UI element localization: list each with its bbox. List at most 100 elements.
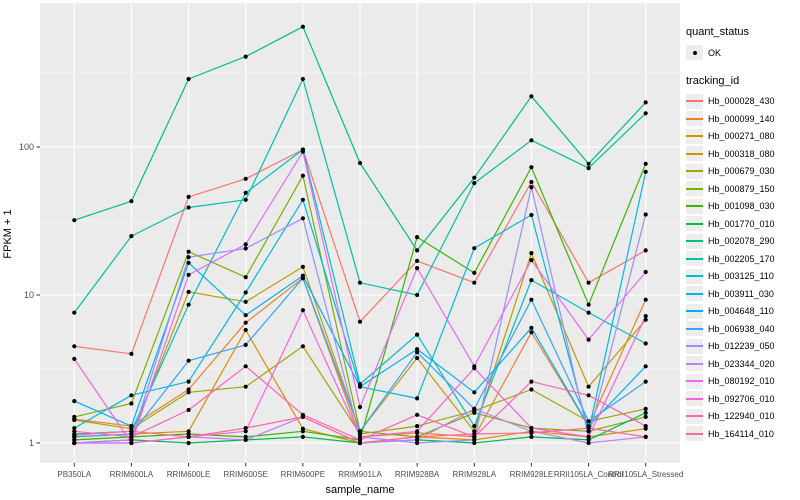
data-point xyxy=(243,342,248,347)
data-point xyxy=(472,246,477,251)
data-point xyxy=(357,384,363,389)
data-point xyxy=(357,434,363,439)
data-point xyxy=(415,350,420,355)
legend-item-Hb_000679_030: Hb_000679_030 xyxy=(686,163,800,181)
data-point xyxy=(643,414,648,419)
data-point xyxy=(586,419,591,424)
data-point xyxy=(415,355,420,361)
point-marker-icon xyxy=(692,50,697,55)
data-point xyxy=(415,347,420,352)
legend-item-label: Hb_000271_080 xyxy=(708,131,775,142)
y-axis-tick-label: 10 xyxy=(24,290,34,300)
legend-item-quant-OK: OK xyxy=(686,44,800,62)
data-point xyxy=(472,280,477,285)
legend-key xyxy=(686,286,703,302)
data-point xyxy=(586,161,591,166)
x-axis-tick-label: RRII105LA_Control xyxy=(554,470,624,479)
data-point xyxy=(586,437,591,442)
data-point xyxy=(129,351,134,356)
data-point xyxy=(243,384,248,389)
line-swatch-icon xyxy=(686,222,703,225)
data-point xyxy=(129,401,134,406)
legend-quant-status-items: OK xyxy=(686,44,800,62)
legend-item-label: Hb_000028_430 xyxy=(708,96,775,107)
data-point xyxy=(415,424,420,429)
legend-item-Hb_003911_030: Hb_003911_030 xyxy=(686,285,800,303)
line-swatch-icon xyxy=(686,187,703,190)
data-point xyxy=(643,341,648,346)
data-point xyxy=(300,429,305,434)
x-axis-tick-label: RRIM600LE xyxy=(167,470,211,479)
legend-key xyxy=(686,391,703,407)
line-swatch-icon xyxy=(686,135,703,138)
data-point xyxy=(72,356,77,361)
legend-item-label: Hb_000099_140 xyxy=(708,113,775,124)
data-point xyxy=(129,393,134,398)
data-point xyxy=(72,433,77,438)
line-swatch-icon xyxy=(686,432,703,435)
x-axis-tick-label: RRIM928LA xyxy=(452,470,496,479)
data-point xyxy=(472,181,477,186)
y-axis-tick-label: 100 xyxy=(19,142,34,152)
legend-item-Hb_004648_110: Hb_004648_110 xyxy=(686,303,800,321)
y-axis-tick-label: 1 xyxy=(29,438,34,448)
data-point xyxy=(186,440,191,446)
data-point xyxy=(643,317,648,322)
data-point xyxy=(472,410,477,415)
y-axis-title: FPKM + 1 xyxy=(2,209,14,259)
data-point xyxy=(243,320,248,325)
data-point xyxy=(586,434,591,439)
legend-item-label: Hb_001770_010 xyxy=(708,218,775,229)
legend-item-label: Hb_004648_110 xyxy=(708,306,774,317)
legend-tracking-id-items: Hb_000028_430 Hb_000099_140 Hb_000271_080 H… xyxy=(686,93,800,443)
data-point xyxy=(72,218,77,223)
data-point xyxy=(186,289,191,294)
data-point xyxy=(129,440,134,446)
x-axis-tick-label: RRIM928BA xyxy=(395,470,440,479)
legend-item-label: Hb_002078_290 xyxy=(708,236,775,247)
data-point xyxy=(529,185,534,190)
line-swatch-icon xyxy=(686,292,703,295)
data-point xyxy=(472,437,477,442)
data-point xyxy=(72,429,77,434)
data-point xyxy=(243,246,248,251)
line-swatch-icon xyxy=(686,327,703,330)
legend: quant_status OK tracking_id Hb_000028_43… xyxy=(686,26,800,443)
line-swatch-icon xyxy=(686,380,703,383)
data-point xyxy=(529,330,534,335)
legend-key xyxy=(686,303,703,319)
data-point xyxy=(186,194,191,199)
data-point xyxy=(243,313,248,318)
data-point xyxy=(300,173,305,178)
data-point xyxy=(529,138,534,143)
data-point xyxy=(357,440,363,446)
data-point xyxy=(586,302,591,307)
data-point xyxy=(243,190,248,195)
legend-item-Hb_092706_010: Hb_092706_010 xyxy=(686,390,800,408)
data-point xyxy=(643,248,648,253)
data-point xyxy=(586,393,591,398)
line-swatch-icon xyxy=(686,397,703,400)
legend-item-label: Hb_122940_010 xyxy=(708,411,775,422)
x-axis-tick-label: RRIM600PE xyxy=(281,470,325,479)
data-point xyxy=(129,199,134,204)
data-point xyxy=(186,434,191,439)
data-point xyxy=(643,269,648,275)
data-point xyxy=(529,258,534,263)
data-point xyxy=(643,100,648,105)
legend-key xyxy=(686,321,703,337)
legend-item-label: Hb_000318_080 xyxy=(708,148,775,159)
legend-item-Hb_002205_170: Hb_002205_170 xyxy=(686,250,800,268)
data-point xyxy=(243,434,248,439)
legend-key xyxy=(686,251,703,267)
data-point xyxy=(415,396,420,401)
data-point xyxy=(415,292,420,298)
data-point xyxy=(243,364,248,369)
data-point xyxy=(72,310,77,315)
data-point xyxy=(472,424,477,429)
data-point xyxy=(186,205,191,210)
data-point xyxy=(186,76,191,82)
data-point xyxy=(529,387,534,392)
data-point xyxy=(415,440,420,446)
legend-item-Hb_003125_110: Hb_003125_110 xyxy=(686,268,800,286)
